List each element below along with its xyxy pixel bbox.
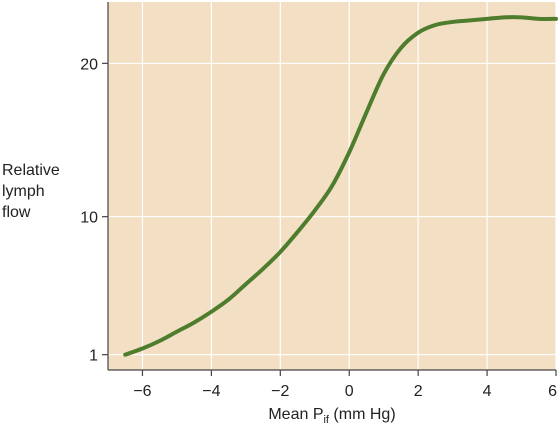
x-tick-label: −2 (271, 383, 289, 400)
x-tick-label: 2 (414, 383, 423, 400)
x-axis-title-subscript: if (323, 414, 329, 426)
y-tick-labels: 1 10 20 (80, 56, 98, 364)
x-tick-label: −6 (133, 383, 151, 400)
y-axis-title-line-2: lymph (2, 183, 45, 200)
y-tick-label: 20 (80, 56, 98, 73)
x-axis-title-main: Mean P (268, 406, 323, 423)
x-tick-labels: −6 −4 −2 0 2 4 6 (133, 383, 557, 400)
y-tick-label: 1 (89, 348, 98, 365)
x-axis-title: Mean Pif (mm Hg) (268, 406, 395, 426)
grid-lines (108, 2, 557, 370)
series-line (123, 15, 558, 357)
x-tick-label: 4 (483, 383, 492, 400)
axes (102, 2, 557, 376)
y-axis-title: Relative lymph flow (2, 162, 60, 221)
x-tick-label: −4 (202, 383, 220, 400)
y-axis-title-line-3: flow (2, 204, 31, 221)
x-axis-title-unit: (mm Hg) (329, 406, 396, 423)
x-tick-label: 0 (345, 383, 354, 400)
y-tick-label: 10 (80, 210, 98, 227)
y-axis-title-line-1: Relative (2, 162, 60, 179)
series-layer (123, 15, 558, 357)
x-tick-label: 6 (548, 383, 557, 400)
